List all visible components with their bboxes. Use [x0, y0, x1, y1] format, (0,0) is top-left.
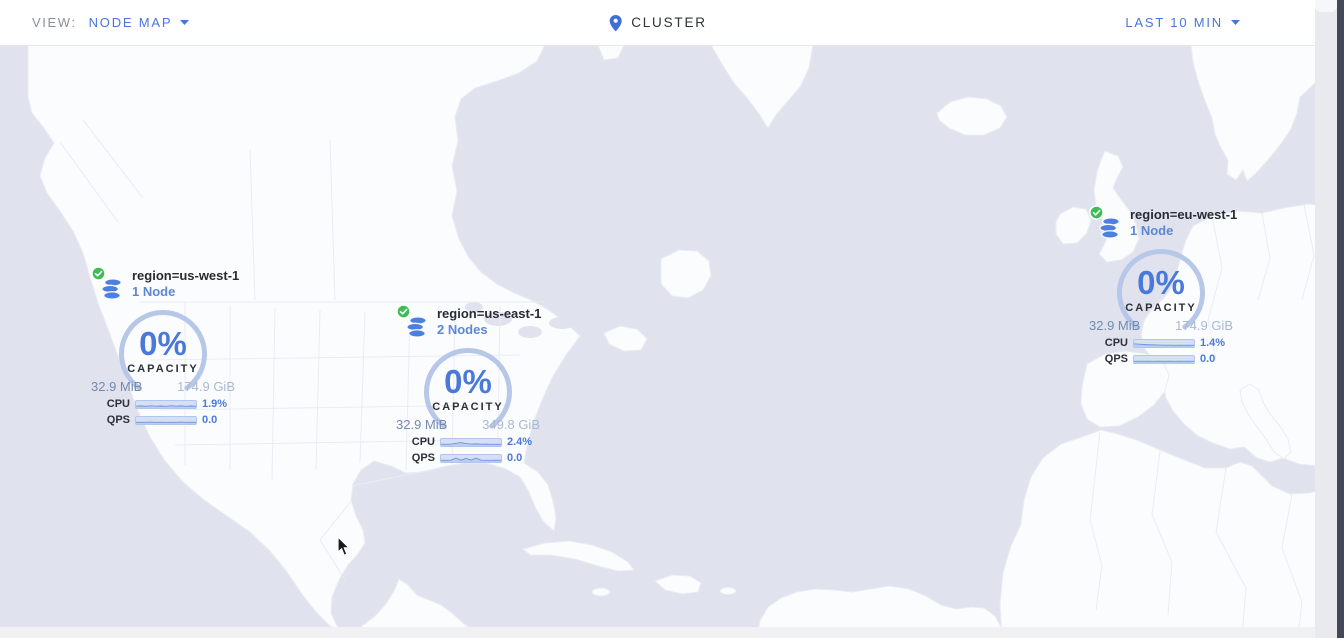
- header: VIEW: NODE MAP CLUSTER LAST 10 MIN: [0, 0, 1315, 46]
- qps-value: 0.0: [1200, 353, 1216, 365]
- capacity-label: CAPACITY: [127, 363, 199, 375]
- database-icon: [406, 316, 427, 338]
- capacity-used: 32.9 MiB: [396, 417, 448, 432]
- view-selector: VIEW: NODE MAP: [32, 0, 190, 45]
- view-label: VIEW:: [32, 15, 77, 30]
- cpu-value: 1.9%: [202, 398, 228, 410]
- cpu-sparkline: [135, 399, 197, 409]
- qps-row: QPS 0.0: [102, 414, 218, 426]
- cpu-label: CPU: [1104, 337, 1128, 349]
- qps-label: QPS: [106, 414, 130, 426]
- capacity-label: CAPACITY: [432, 401, 504, 413]
- view-dropdown[interactable]: NODE MAP: [89, 15, 190, 30]
- map-lakes: [465, 302, 601, 341]
- location-pin-icon: [609, 14, 622, 31]
- capacity-values: 32.9 MiB 349.8 GiB: [396, 417, 540, 432]
- capacity-percentage: 0%: [444, 363, 492, 400]
- region-title: region=us-east-1 2 Nodes: [437, 306, 541, 338]
- cpu-sparkline: [440, 437, 502, 447]
- cpu-row: CPU 2.4%: [407, 436, 532, 448]
- qps-row: QPS 0.0: [407, 452, 523, 464]
- region-name: region=eu-west-1: [1130, 207, 1238, 222]
- capacity-total: 174.9 GiB: [1175, 318, 1233, 333]
- capacity-label: CAPACITY: [1125, 302, 1197, 314]
- capacity-ring: [424, 348, 512, 429]
- cpu-value: 1.4%: [1200, 337, 1226, 349]
- qps-label: QPS: [1104, 353, 1128, 365]
- qps-sparkline: [1133, 354, 1195, 364]
- node-status-ok-icon: [91, 266, 106, 281]
- region-node-count: 1 Node: [1130, 223, 1174, 238]
- capacity-total: 349.8 GiB: [482, 417, 540, 432]
- breadcrumb-label: CLUSTER: [631, 15, 707, 30]
- cpu-label: CPU: [411, 436, 435, 448]
- capacity-used: 32.9 MiB: [91, 379, 143, 394]
- breadcrumb[interactable]: CLUSTER: [608, 0, 707, 45]
- qps-value: 0.0: [507, 452, 523, 464]
- region-name: region=us-west-1: [132, 268, 240, 283]
- cpu-label: CPU: [106, 398, 130, 410]
- database-icon: [1099, 217, 1120, 239]
- region-title: region=eu-west-1 1 Node: [1130, 207, 1237, 239]
- window-edge: [1337, 0, 1344, 638]
- cpu-value: 2.4%: [507, 436, 533, 448]
- qps-value: 0.0: [202, 414, 218, 426]
- cpu-sparkline: [1133, 338, 1195, 348]
- capacity-percentage: 0%: [1137, 264, 1185, 301]
- qps-sparkline: [440, 453, 502, 463]
- node-status-ok-icon: [396, 304, 411, 319]
- chevron-down-icon: [180, 20, 190, 25]
- bottom-strip: [0, 627, 1337, 638]
- database-icon: [101, 278, 122, 300]
- capacity-percentage: 0%: [139, 325, 187, 362]
- qps-sparkline: [135, 415, 197, 425]
- region-badge[interactable]: region=us-east-1 2 Nodes 0% CAPACITY 32.…: [393, 300, 543, 470]
- capacity-total: 174.9 GiB: [177, 379, 235, 394]
- region-node-count: 1 Node: [132, 284, 176, 299]
- map-land: [27, 44, 1338, 638]
- capacity-values: 32.9 MiB 174.9 GiB: [91, 379, 235, 394]
- region-badge[interactable]: region=us-west-1 1 Node 0% CAPACITY 32.9…: [88, 262, 239, 432]
- time-range-dropdown[interactable]: LAST 10 MIN: [1125, 15, 1240, 30]
- scrollbar-cap: [1315, 0, 1337, 12]
- cpu-row: CPU 1.9%: [102, 398, 227, 410]
- map-borders: [59, 119, 1315, 637]
- region-title: region=us-west-1 1 Node: [132, 268, 239, 300]
- capacity-ring: [1117, 249, 1205, 330]
- qps-label: QPS: [411, 452, 435, 464]
- region-badge[interactable]: region=eu-west-1 1 Node 0% CAPACITY 32.9…: [1086, 201, 1237, 371]
- mouse-cursor-icon: [337, 536, 351, 557]
- chevron-down-icon: [1231, 20, 1240, 25]
- view-dropdown-value: NODE MAP: [88, 15, 173, 30]
- capacity-ring: [119, 310, 207, 391]
- scrollbar-track: [1315, 0, 1337, 638]
- node-status-ok-icon: [1089, 205, 1104, 220]
- capacity-used: 32.9 MiB: [1089, 318, 1141, 333]
- capacity-values: 32.9 MiB 174.9 GiB: [1089, 318, 1233, 333]
- qps-row: QPS 0.0: [1100, 353, 1216, 365]
- time-range-value: LAST 10 MIN: [1125, 15, 1223, 30]
- cpu-row: CPU 1.4%: [1100, 337, 1225, 349]
- region-node-count: 2 Nodes: [437, 322, 488, 337]
- region-name: region=us-east-1: [437, 306, 542, 321]
